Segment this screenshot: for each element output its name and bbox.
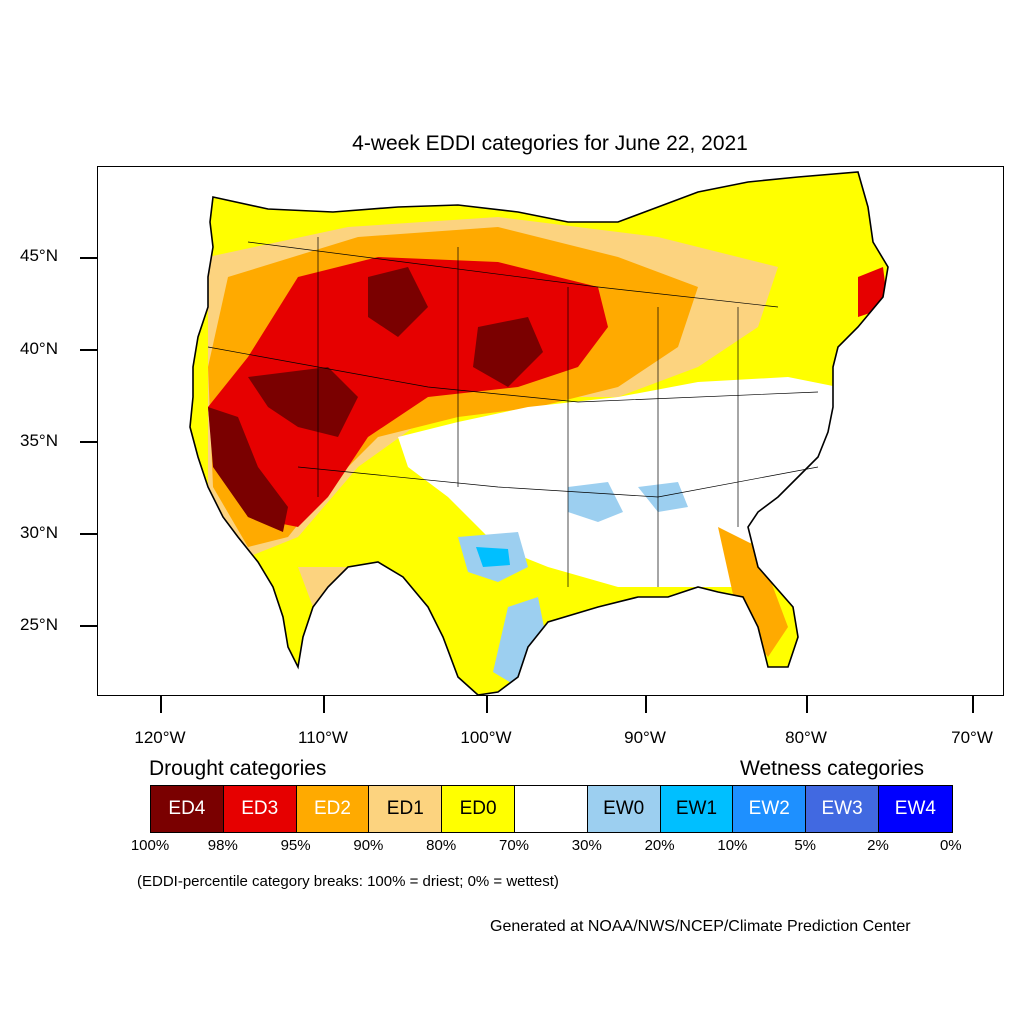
legend-box-ew3: EW3 [806, 786, 879, 832]
percent-break-label: 100% [130, 837, 170, 854]
legend-box-ew4: EW4 [878, 786, 952, 832]
lat-tick [80, 533, 97, 535]
eddi-map [189, 171, 889, 695]
category-note: (EDDI-percentile category breaks: 100% =… [137, 873, 559, 890]
lon-tick [645, 696, 647, 713]
lon-label-120: 120°W [134, 728, 186, 747]
percent-break-label: 5% [794, 837, 817, 854]
lon-tick [486, 696, 488, 713]
lon-label-110: 110°W [298, 728, 348, 747]
map-title: 4-week EDDI categories for June 22, 2021 [352, 132, 748, 155]
percent-break-label: 70% [498, 837, 530, 854]
drought-categories-title: Drought categories [149, 757, 327, 780]
lon-label-70: 70°W [951, 728, 993, 747]
percent-break-label: 10% [717, 837, 748, 854]
legend-box-ed3: ED3 [223, 786, 297, 832]
legend-box-ed0: ED0 [442, 786, 515, 832]
lat-tick [80, 257, 97, 259]
legend-box-ew1: EW1 [660, 786, 734, 832]
lon-tick [972, 696, 974, 713]
percent-break-label: 30% [571, 837, 602, 854]
percent-break-label: 80% [426, 837, 457, 854]
lat-tick [80, 349, 97, 351]
percent-break-label: 0% [939, 837, 962, 854]
legend-box-ed2: ED2 [296, 786, 370, 832]
percent-break-label: 90% [353, 837, 384, 854]
legend-box-ed1: ED1 [369, 786, 443, 832]
legend-box-ed4: ED4 [151, 786, 224, 832]
legend-box-ew0: EW0 [587, 786, 661, 832]
map-panel [97, 166, 1004, 696]
lon-tick [806, 696, 808, 713]
wetness-categories-title: Wetness categories [740, 757, 925, 780]
lat-label-40: 40°N [20, 339, 58, 358]
credit-text: Generated at NOAA/NWS/NCEP/Climate Predi… [490, 918, 911, 935]
lat-label-30: 30°N [20, 523, 58, 542]
lat-tick [80, 441, 97, 443]
lat-label-45: 45°N [20, 246, 58, 265]
lon-tick [323, 696, 325, 713]
percent-break-label: 20% [644, 837, 675, 854]
lat-label-25: 25°N [20, 615, 58, 634]
lon-label-100: 100°W [460, 728, 512, 747]
percent-break-label: 2% [867, 837, 889, 854]
category-legend: ED4 ED3 ED2 ED1 ED0 EW0 EW1 EW2 EW3 EW4 [150, 785, 953, 833]
lon-tick [160, 696, 162, 713]
lon-label-90: 90°W [624, 728, 666, 747]
percent-break-label: 98% [207, 837, 238, 854]
lat-tick [80, 625, 97, 627]
legend-box-ew2: EW2 [733, 786, 807, 832]
lat-label-35: 35°N [20, 431, 58, 450]
percent-break-label: 95% [280, 837, 311, 854]
legend-box-normal [514, 786, 588, 832]
lon-label-80: 80°W [785, 728, 827, 747]
